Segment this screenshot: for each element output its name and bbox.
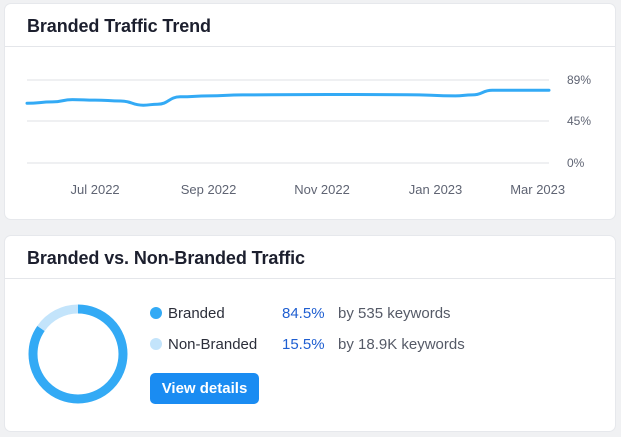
donut-slice-non-branded xyxy=(28,304,128,404)
non-branded-label: Non-Branded xyxy=(168,335,258,353)
branded-label: Branded xyxy=(168,304,225,322)
trend-card-header: Branded Traffic Trend xyxy=(5,4,615,47)
view-details-button[interactable]: View details xyxy=(150,373,259,404)
x-tick-label: Sep 2022 xyxy=(181,182,237,197)
x-tick-label: Jul 2022 xyxy=(71,182,120,197)
trend-card-title: Branded Traffic Trend xyxy=(27,16,211,36)
y-axis-ticks: 89% 45% 0% xyxy=(567,73,591,170)
grid-lines xyxy=(27,79,549,164)
branded-traffic-trend-card: Branded Traffic Trend 89% 45% 0% Jul 2022 S… xyxy=(5,4,615,219)
branded-vs-nonbranded-card: Branded vs. Non-Branded Traffic Branded … xyxy=(5,236,615,431)
branded-percent: 84.5% xyxy=(282,304,325,322)
non-branded-keywords: by 18.9K keywords xyxy=(338,335,465,353)
trend-chart[interactable]: 89% 45% 0% Jul 2022 Sep 2022 Nov 2022 Jan 202… xyxy=(5,47,615,219)
x-tick-label: Mar 2023 xyxy=(510,182,565,197)
y-tick-label: 0% xyxy=(567,156,585,170)
branded-color-dot xyxy=(150,307,162,319)
y-tick-label: 89% xyxy=(567,73,591,87)
series-line-0[interactable] xyxy=(25,88,551,107)
x-axis-ticks: Jul 2022 Sep 2022 Nov 2022 Jan 2023 Mar 2023 xyxy=(71,182,566,197)
x-tick-label: Jan 2023 xyxy=(409,182,463,197)
share-card-header: Branded vs. Non-Branded Traffic xyxy=(5,236,615,279)
y-tick-label: 45% xyxy=(567,114,591,128)
series-lines xyxy=(25,88,551,107)
legend-row-branded: Branded 84.5% by 535 keywords xyxy=(150,302,610,324)
share-donut-chart xyxy=(28,304,128,404)
non-branded-percent: 15.5% xyxy=(282,335,325,353)
x-tick-label: Nov 2022 xyxy=(294,182,350,197)
share-card-title: Branded vs. Non-Branded Traffic xyxy=(27,248,305,268)
branded-keywords: by 535 keywords xyxy=(338,304,451,322)
legend-row-non-branded: Non-Branded 15.5% by 18.9K keywords xyxy=(150,333,610,355)
non-branded-color-dot xyxy=(150,338,162,350)
